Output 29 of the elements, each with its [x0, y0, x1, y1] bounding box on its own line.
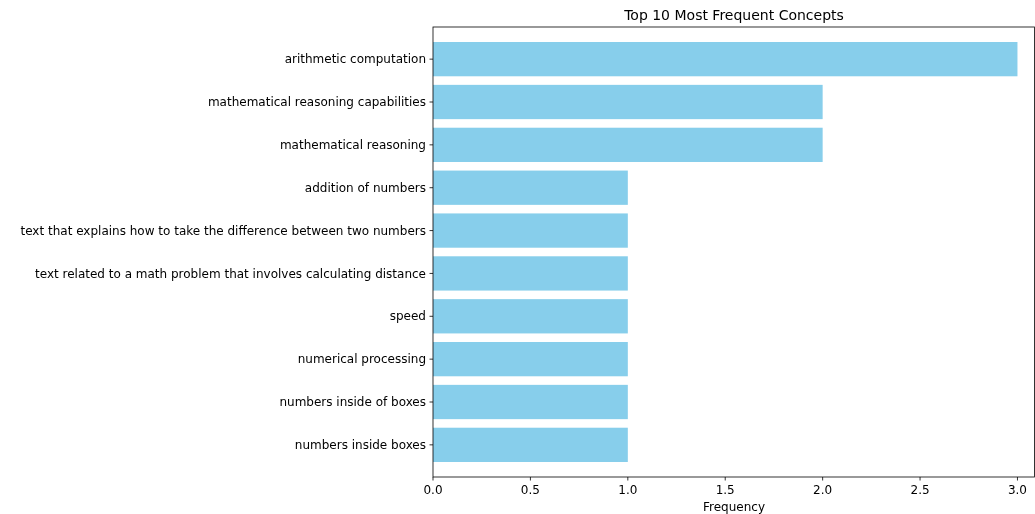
y-tick-label: mathematical reasoning capabilities — [207, 95, 426, 110]
bar — [433, 256, 628, 291]
x-tick-label: 3.0 — [1007, 483, 1028, 497]
y-tick-label: numbers inside boxes — [294, 438, 426, 453]
bar — [433, 299, 628, 334]
y-tick-label: arithmetic computation — [284, 52, 426, 67]
y-tick-label: numerical processing — [297, 352, 426, 367]
x-tick-label: 2.5 — [910, 483, 930, 497]
chart-title: Top 10 Most Frequent Concepts — [623, 7, 844, 23]
bar — [433, 342, 628, 377]
x-axis-title: Frequency — [703, 500, 765, 514]
x-tick-label: 2.0 — [813, 483, 833, 497]
x-tick-label: 0.5 — [520, 483, 540, 497]
bar — [433, 42, 1018, 77]
y-tick-label: text that explains how to take the difference between two numbers — [20, 223, 426, 238]
y-tick-label: numbers inside of boxes — [279, 395, 426, 410]
bar — [433, 384, 628, 420]
y-tick-label: text related to a math problem that involves calculating distance — [35, 266, 426, 281]
y-tick-label: addition of numbers — [304, 180, 426, 195]
bar — [433, 127, 823, 162]
x-tick-label: 1.5 — [715, 483, 735, 497]
bar — [433, 170, 628, 205]
x-tick-label: 1.0 — [618, 483, 638, 497]
bar — [433, 427, 628, 462]
y-tick-label: speed — [389, 309, 426, 324]
bar — [433, 84, 823, 120]
y-tick-label: mathematical reasoning — [279, 138, 426, 153]
x-tick-label: 0.0 — [423, 483, 443, 497]
bar — [433, 213, 628, 248]
